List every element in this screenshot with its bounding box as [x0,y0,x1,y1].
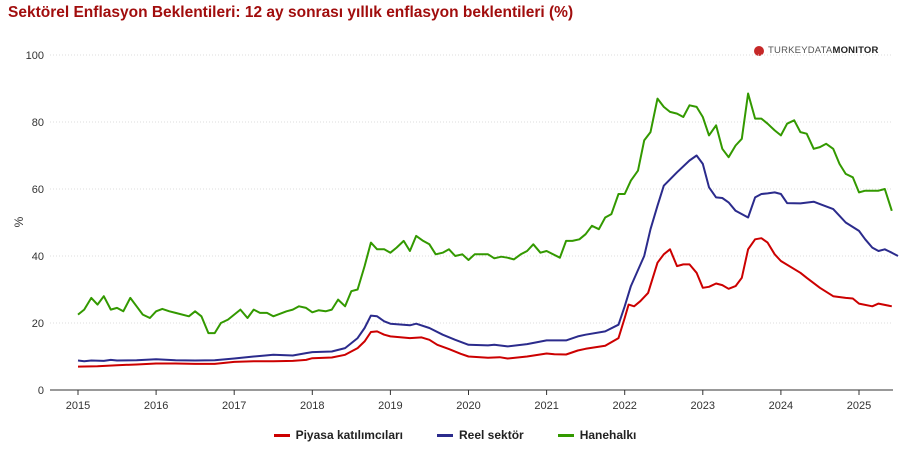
y-tick-label: 100 [26,50,44,62]
x-tick-label: 2018 [300,400,324,412]
legend-label: Hanehalkı [579,428,637,442]
legend-label: Piyasa katılımcıları [295,428,403,442]
y-tick-label: 0 [38,385,44,397]
legend: Piyasa katılımcıları Reel sektör Hanehalkı [0,428,910,442]
brand-prefix: TURKEY [768,45,808,56]
y-axis-label: % [12,216,26,227]
brand-suffix: MONITOR [832,45,879,56]
legend-swatch [557,433,574,437]
x-tick-label: 2024 [769,400,793,412]
series-layer [77,92,899,368]
brand-middle: DATA [807,45,833,56]
x-tick-label: 2016 [144,400,168,412]
grid-layer [50,54,893,324]
x-tick-label: 2020 [456,400,480,412]
series-line-1 [77,237,892,368]
x-tick-label: 2021 [534,400,558,412]
series-line-3 [77,92,893,335]
brand-logo: TURKEYDATAMONITOR [754,45,879,56]
legend-item[interactable]: Hanehalkı [557,428,637,442]
x-tick-label: 2019 [378,400,402,412]
legend-swatch [437,433,453,437]
x-tick-label: 2015 [66,400,90,412]
y-tick-label: 40 [32,251,44,263]
x-tick-label: 2025 [847,400,871,412]
y-tick-label: 20 [32,318,44,330]
chart-title: Sektörel Enflasyon Beklentileri: 12 ay s… [8,4,574,21]
legend-label: Reel sektör [459,428,524,442]
x-tick-label: 2017 [222,400,246,412]
legend-swatch [273,433,290,437]
legend-item[interactable]: Piyasa katılımcıları [273,428,403,442]
brand-circle-icon [754,45,764,56]
x-tick-label: 2022 [612,400,636,412]
y-tick-label: 80 [32,117,44,129]
series-line-2 [77,154,899,363]
legend-item[interactable]: Reel sektör [437,428,524,442]
axis-layer: 0 20 40 60 80 100 2015 2016 2017 2018 2019 2020 2021… [26,50,893,412]
x-tick-label: 2023 [691,400,715,412]
brand-text: TURKEYDATAMONITOR [768,45,879,56]
y-tick-label: 60 [32,184,44,196]
